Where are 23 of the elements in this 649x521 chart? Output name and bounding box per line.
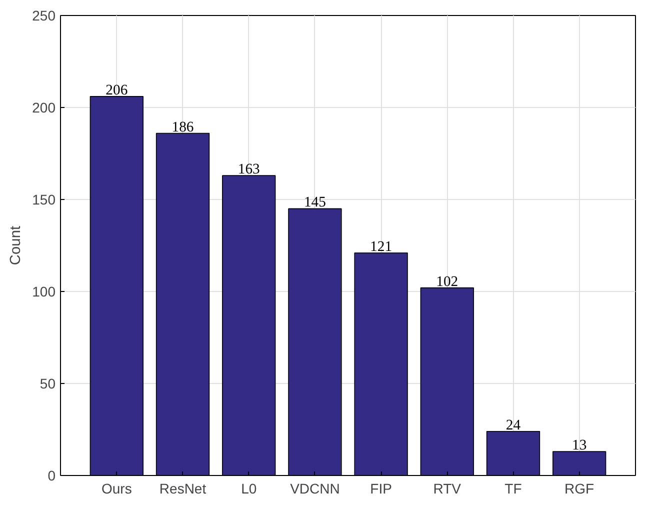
data-label: 163 <box>238 162 260 178</box>
x-tick-label: RTV <box>433 480 462 496</box>
y-tick-label: 0 <box>48 468 56 484</box>
data-label: 13 <box>572 438 587 454</box>
x-tick-label: FIP <box>370 480 392 496</box>
x-tick-label: TF <box>504 480 522 496</box>
x-tick-label: L0 <box>241 480 257 496</box>
data-label: 24 <box>506 417 522 434</box>
y-tick-label: 100 <box>32 284 56 300</box>
y-tick-label: 250 <box>32 8 56 24</box>
y-axis-title: Count <box>8 226 24 266</box>
data-label: 121 <box>370 238 392 255</box>
x-tick-label: Ours <box>102 480 132 496</box>
data-label: 206 <box>106 82 128 98</box>
x-tick-label: VDCNN <box>290 480 340 496</box>
y-tick-label: 200 <box>32 100 56 116</box>
data-label: 186 <box>172 119 194 136</box>
x-tick-label: ResNet <box>159 480 206 496</box>
x-tick-label: RGF <box>564 480 594 496</box>
y-tick-label: 50 <box>40 376 56 392</box>
y-tick-label: 150 <box>32 192 56 208</box>
data-label: 145 <box>304 194 326 211</box>
data-label: 102 <box>436 274 458 290</box>
